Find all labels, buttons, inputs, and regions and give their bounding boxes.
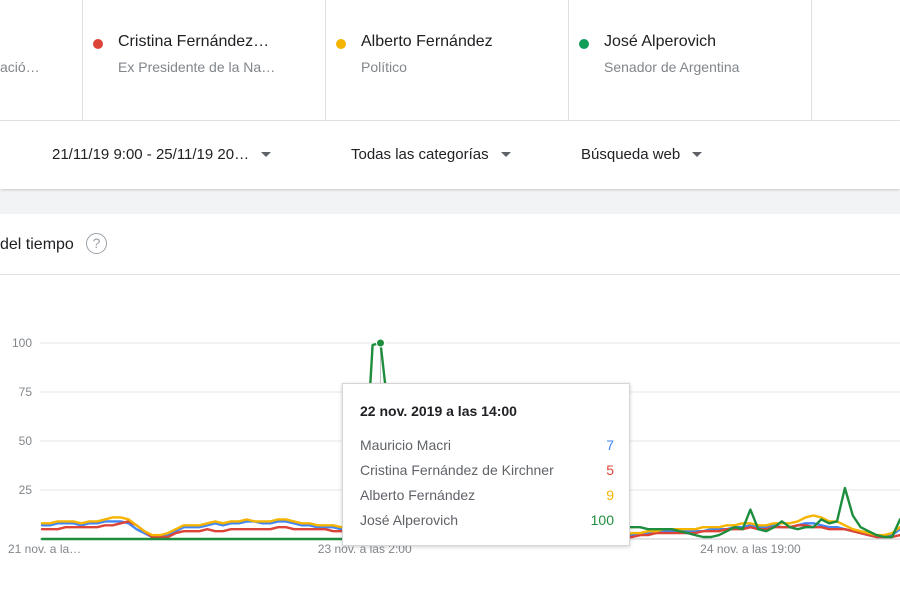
tooltip-row: José Alperovich 100 — [360, 512, 614, 530]
panel-divider — [0, 274, 900, 275]
term-card-mauricio-macri[interactable]: ació… — [0, 0, 82, 121]
tooltip-series-value: 5 — [606, 462, 614, 478]
term-card-cristina-fernandez[interactable]: Cristina Fernández… Ex Presidente de la … — [83, 0, 325, 121]
tooltip-series-value: 7 — [606, 437, 614, 453]
caret-down-icon — [500, 152, 511, 157]
term-card-alberto-fernandez[interactable]: Alberto Fernández Político — [326, 0, 568, 121]
search-type-label: Búsqueda web — [581, 146, 681, 163]
help-circle-icon[interactable]: ? — [86, 233, 107, 254]
term-divider — [568, 0, 569, 121]
tooltip-series-name: Alberto Fernández — [360, 487, 476, 503]
term-card-jose-alperovich[interactable]: José Alperovich Senador de Argentina — [569, 0, 811, 121]
y-tick-label: 50 — [19, 434, 33, 448]
tooltip-series-name: Mauricio Macri — [360, 437, 452, 453]
date-range-label: 21/11/19 9:00 - 25/11/19 20… — [52, 146, 250, 163]
section-gap — [0, 192, 900, 214]
chart-tooltip: 22 nov. 2019 a las 14:00 Mauricio Macri … — [342, 383, 630, 546]
filter-bar: 21/11/19 9:00 - 25/11/19 20… Todas las c… — [0, 122, 900, 189]
term-divider — [325, 0, 326, 121]
panel-title: del tiempo — [0, 236, 74, 253]
x-tick-label: 21 nov. a la… — [8, 542, 81, 556]
caret-down-icon — [261, 152, 272, 157]
term-subtitle: Ex Presidente de la Na… — [118, 59, 276, 75]
term-name: Cristina Fernández… — [118, 33, 270, 50]
caret-down-icon — [692, 152, 703, 157]
date-range-dropdown[interactable]: 21/11/19 9:00 - 25/11/19 20… — [52, 146, 272, 163]
tooltip-row: Alberto Fernández 9 — [360, 487, 614, 505]
tooltip-title: 22 nov. 2019 a las 14:00 — [360, 403, 517, 419]
term-subtitle: ació… — [0, 59, 40, 75]
search-type-dropdown[interactable]: Búsqueda web — [581, 146, 703, 163]
term-divider — [811, 0, 812, 121]
term-divider — [82, 0, 83, 121]
comparison-terms-bar: ació… Cristina Fernández… Ex Presidente … — [0, 0, 900, 121]
category-label: Todas las categorías — [351, 146, 489, 163]
y-tick-label: 25 — [19, 483, 33, 497]
tooltip-series-value: 100 — [590, 512, 614, 528]
y-tick-label: 75 — [19, 385, 33, 399]
y-tick-label: 100 — [12, 336, 32, 350]
tooltip-series-name: José Alperovich — [360, 512, 459, 528]
tooltip-series-name: Cristina Fernández de Kirchner — [360, 462, 554, 478]
hover-point-3 — [375, 338, 385, 348]
x-tick-label: 24 nov. a las 19:00 — [700, 542, 801, 556]
term-subtitle: Senador de Argentina — [604, 59, 740, 75]
tooltip-row: Mauricio Macri 7 — [360, 437, 614, 455]
term-name: Alberto Fernández — [361, 33, 493, 50]
category-dropdown[interactable]: Todas las categorías — [351, 146, 511, 163]
yellow-dot-icon — [336, 39, 346, 49]
green-dot-icon — [579, 39, 589, 49]
term-subtitle: Político — [361, 59, 407, 75]
tooltip-series-value: 9 — [606, 487, 614, 503]
term-name: José Alperovich — [604, 33, 717, 50]
red-dot-icon — [93, 39, 103, 49]
tooltip-row: Cristina Fernández de Kirchner 5 — [360, 462, 614, 480]
